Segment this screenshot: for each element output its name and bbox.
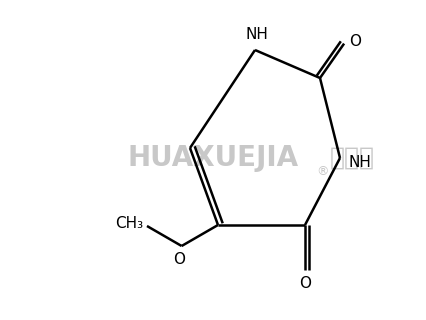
Text: O: O: [349, 34, 361, 49]
Text: CH₃: CH₃: [115, 217, 143, 231]
Text: ®: ®: [316, 165, 328, 178]
Text: O: O: [299, 276, 311, 291]
Text: NH: NH: [245, 27, 268, 42]
Text: 化学加: 化学加: [330, 146, 375, 170]
Text: NH: NH: [348, 155, 371, 170]
Text: HUAXUEJIA: HUAXUEJIA: [127, 144, 299, 172]
Text: O: O: [173, 252, 184, 267]
